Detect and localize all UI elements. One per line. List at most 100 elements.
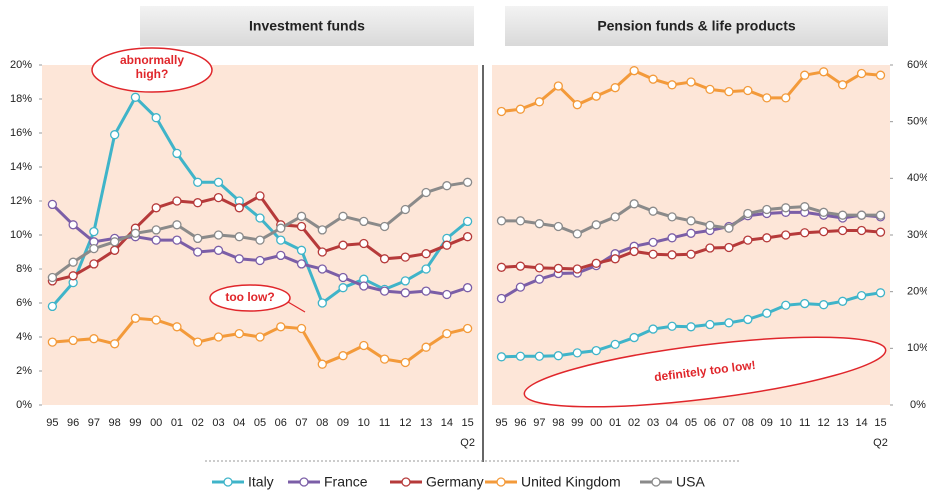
point — [515, 282, 526, 292]
point — [856, 68, 867, 79]
legend-marker — [223, 477, 233, 487]
x-tick-label: 05 — [254, 417, 266, 429]
point — [151, 225, 161, 235]
point — [172, 196, 182, 206]
point — [800, 298, 810, 309]
point — [743, 314, 753, 325]
point — [317, 298, 327, 308]
point — [875, 288, 886, 298]
x-tick-label: 05 — [685, 417, 697, 429]
point — [819, 67, 829, 77]
x-tick-label: 96 — [514, 417, 526, 429]
point — [359, 340, 369, 351]
point — [442, 289, 452, 300]
point — [68, 257, 78, 267]
point — [591, 220, 601, 230]
point — [193, 247, 203, 257]
x-tick-label: 15 — [874, 417, 886, 429]
point — [296, 259, 307, 269]
point — [338, 211, 348, 221]
point — [724, 242, 734, 253]
point — [338, 283, 348, 293]
x-tick-label: 04 — [233, 417, 245, 429]
point — [629, 199, 639, 209]
x-tick-label: 01 — [171, 417, 183, 429]
point — [591, 345, 601, 356]
point — [610, 254, 620, 264]
x-tick-label: 08 — [742, 417, 754, 429]
point — [496, 293, 507, 304]
point — [276, 250, 286, 261]
point — [172, 220, 182, 230]
point — [875, 227, 886, 237]
point — [610, 212, 620, 222]
point — [496, 106, 507, 117]
point — [875, 210, 886, 220]
point — [89, 259, 99, 269]
point — [629, 332, 639, 343]
point — [705, 84, 715, 95]
annotation-text: too low? — [225, 290, 275, 304]
point — [47, 301, 58, 312]
point — [856, 290, 867, 301]
panel-title: Investment funds — [249, 18, 365, 34]
annotation-text: abnormally high? — [119, 53, 185, 81]
point — [667, 212, 677, 222]
point — [338, 272, 348, 283]
point — [130, 228, 141, 238]
point — [462, 232, 473, 242]
point — [317, 359, 327, 369]
point — [338, 351, 348, 361]
point — [68, 335, 78, 346]
x-tick-label: 99 — [129, 417, 141, 429]
point — [213, 245, 224, 255]
point — [837, 296, 848, 306]
annotation: definitely too low! — [523, 336, 887, 408]
annotation-ellipse — [209, 284, 291, 312]
point — [213, 332, 224, 342]
point — [47, 199, 58, 210]
point — [193, 177, 203, 187]
x-tick-label: 03 — [212, 417, 224, 429]
point — [296, 221, 307, 232]
point — [837, 225, 848, 236]
y-tick-label: 18% — [10, 93, 32, 105]
point — [151, 315, 161, 325]
point — [629, 246, 639, 257]
point — [379, 221, 390, 232]
x-tick-label: 96 — [67, 417, 79, 429]
y-tick-label: 6% — [16, 297, 32, 309]
point — [648, 74, 658, 84]
point — [837, 80, 848, 90]
point — [296, 245, 307, 255]
point — [686, 322, 696, 332]
point — [442, 328, 452, 339]
y-tick-label: 14% — [10, 161, 32, 173]
point — [379, 354, 390, 364]
x-tick-label: 06 — [275, 417, 287, 429]
point — [359, 238, 369, 249]
legend-label: United Kingdom — [521, 474, 621, 490]
x-tick-label: 98 — [552, 417, 564, 429]
x-tick-label: 00 — [590, 417, 602, 429]
point — [705, 220, 715, 231]
point — [193, 233, 203, 244]
point — [667, 250, 677, 260]
panel-title: Pension funds & life products — [597, 18, 796, 34]
point — [130, 92, 141, 102]
point — [234, 232, 244, 242]
point — [317, 264, 327, 274]
point — [296, 323, 307, 334]
point — [667, 321, 677, 331]
point — [255, 332, 265, 342]
point — [743, 208, 753, 219]
point — [572, 348, 582, 358]
point — [837, 210, 848, 220]
panel-title-box — [505, 6, 888, 46]
point — [442, 181, 452, 191]
point — [400, 357, 410, 368]
x-tick-label: 08 — [316, 417, 328, 429]
point — [819, 207, 829, 217]
point — [421, 342, 431, 352]
